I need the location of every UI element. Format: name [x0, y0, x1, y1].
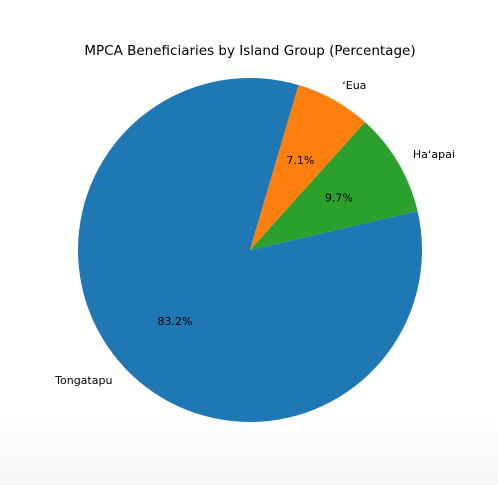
pie-slice-ha-apai: [250, 122, 418, 250]
pie-slices: [77, 78, 422, 423]
chart-title: MPCA Beneficiaries by Island Group (Perc…: [84, 43, 415, 59]
pie-value-label: 83.2%: [157, 315, 192, 328]
pie-category-label: Haʻapai: [413, 148, 455, 161]
pie-value-label: 7.1%: [286, 154, 314, 167]
pie-category-label: ʻEua: [342, 79, 366, 92]
pie-slice-tongatapu: [77, 78, 422, 423]
pie-slice-eua: [250, 85, 365, 250]
pie-labels: 83.2% Tongatapu 9.7% Haʻapai 7.1% ʻEua: [54, 79, 455, 387]
bottom-fade: [0, 415, 498, 485]
pie-value-label: 9.7%: [325, 192, 353, 205]
pie-category-label: Tongatapu: [54, 374, 112, 387]
